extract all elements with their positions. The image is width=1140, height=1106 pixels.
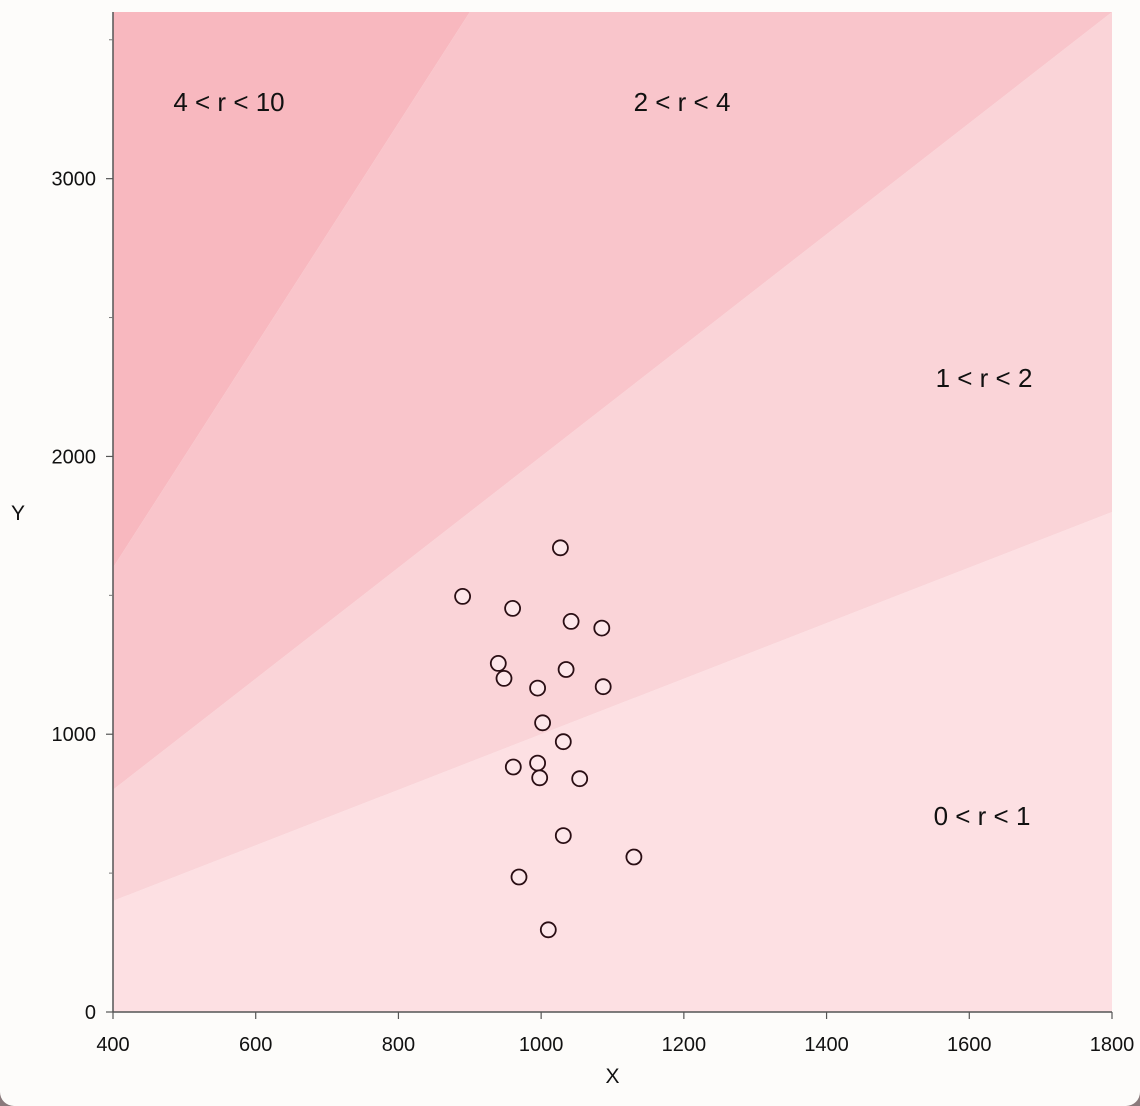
data-point — [539, 921, 557, 939]
data-point — [593, 619, 611, 637]
data-point — [571, 770, 589, 788]
x-tick-label: 1600 — [947, 1034, 992, 1056]
x-tick-label: 400 — [96, 1034, 129, 1056]
x-tick-label: 800 — [382, 1034, 415, 1056]
x-tick-label: 1200 — [662, 1034, 707, 1056]
x-tick-label: 1000 — [519, 1034, 564, 1056]
data-point — [529, 754, 546, 772]
data-point — [529, 679, 546, 697]
data-point — [557, 661, 575, 678]
data-point — [552, 539, 569, 557]
data-point — [504, 600, 521, 617]
data-points — [454, 539, 643, 939]
x-tick-label: 1800 — [1090, 1034, 1135, 1056]
region-band-3 — [113, 12, 1112, 790]
data-point — [534, 714, 551, 732]
data-point — [489, 655, 507, 672]
data-point — [554, 827, 572, 844]
y-tick-label: 1000 — [52, 724, 97, 746]
data-point — [554, 733, 572, 751]
y-tick-label: 2000 — [52, 446, 97, 468]
region-band-1 — [113, 512, 1112, 1012]
y-axis-title: Y — [11, 502, 25, 525]
region-label-3: 2 < r < 4 — [634, 87, 731, 117]
x-tick-label: 600 — [239, 1034, 272, 1056]
region-labels: 0 < r < 1 1 < r < 2 2 < r < 4 4 < r < 10 — [173, 87, 1032, 831]
ratio-regions — [113, 12, 1112, 1012]
data-point — [495, 670, 513, 687]
data-point — [510, 868, 528, 886]
region-band-4 — [113, 12, 470, 568]
region-band-2 — [113, 12, 1112, 901]
data-point — [504, 758, 522, 776]
data-point — [531, 769, 549, 787]
region-label-4: 4 < r < 10 — [173, 87, 284, 117]
data-point — [594, 678, 612, 696]
y-tick-label: 0 — [85, 1002, 96, 1024]
x-axis-title: X — [605, 1065, 619, 1088]
data-point — [562, 613, 580, 630]
data-point — [454, 588, 472, 605]
x-tick-label: 1400 — [804, 1034, 849, 1056]
data-point — [625, 848, 643, 866]
region-label-2: 1 < r < 2 — [936, 363, 1033, 393]
y-tick-label: 3000 — [52, 169, 97, 191]
axes: 400 600 800 1000 1200 1400 1600 1800 0 1000 2000 30… — [52, 12, 1135, 1056]
region-label-1: 0 < r < 1 — [934, 801, 1031, 831]
